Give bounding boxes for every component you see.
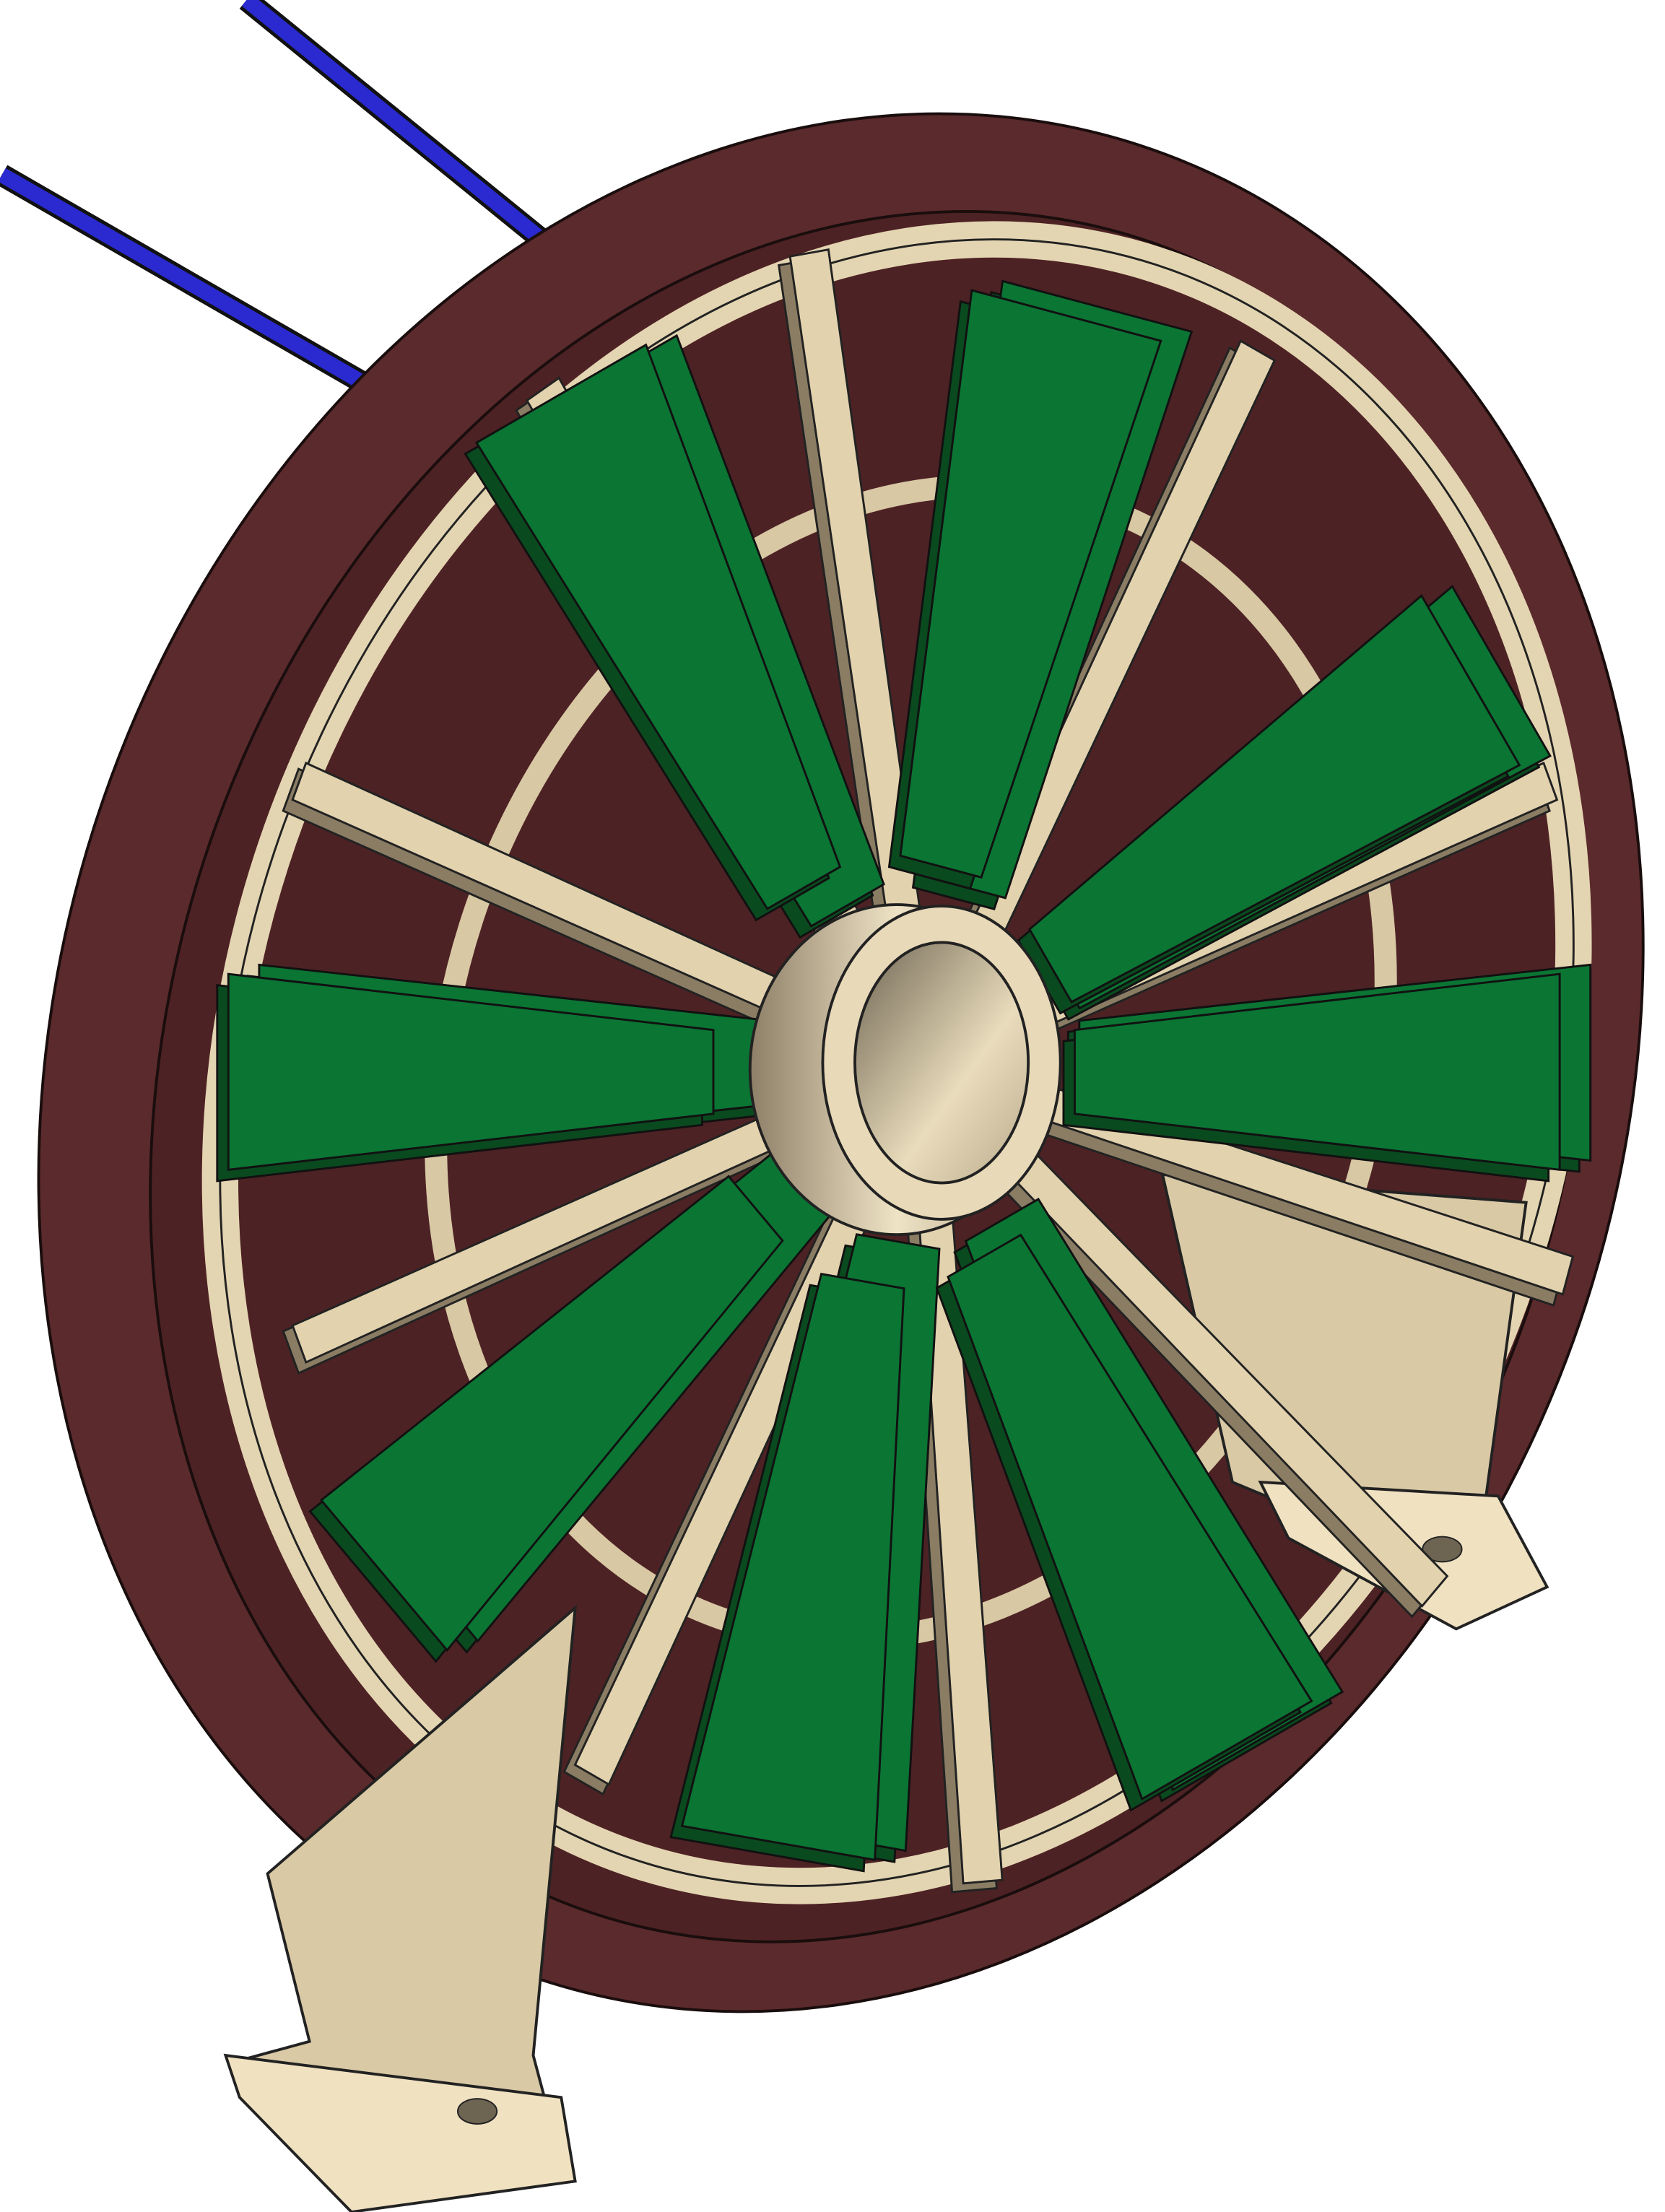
paddle <box>474 343 842 910</box>
foot-hole <box>456 2098 498 2125</box>
paddle <box>1028 593 1521 1003</box>
foot-hole <box>1422 1536 1463 1563</box>
hub-bore <box>853 941 1030 1185</box>
paddle <box>1073 972 1561 1171</box>
radial-assembly <box>216 248 1592 1894</box>
paddle <box>947 1233 1313 1800</box>
paddle <box>899 289 1162 879</box>
paddle <box>227 972 715 1171</box>
paddle <box>680 1272 905 1862</box>
paddle <box>319 1175 784 1653</box>
foot-left <box>223 2053 577 2212</box>
